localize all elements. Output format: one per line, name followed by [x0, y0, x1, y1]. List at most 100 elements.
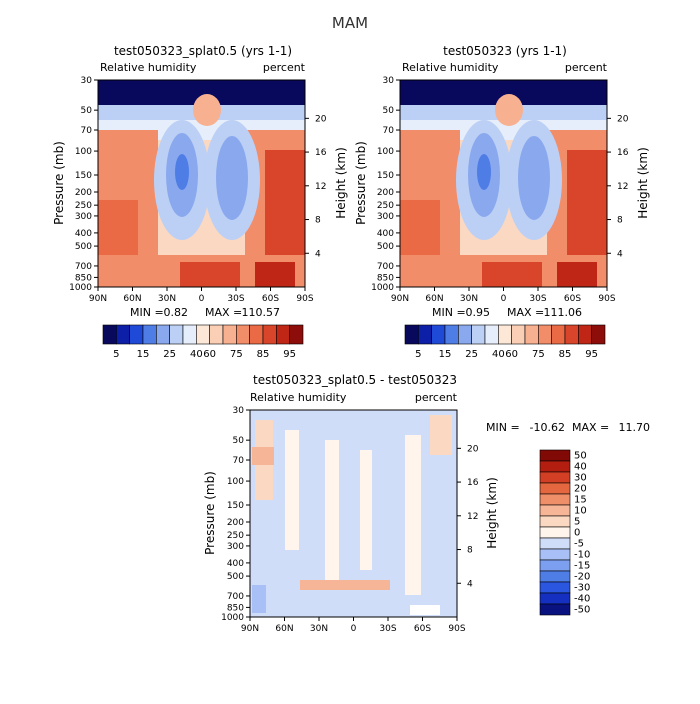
- panel-1-xtick-label: 30S: [227, 294, 244, 304]
- panel-3-subtitle-right: percent: [415, 391, 458, 404]
- panel-2-colorbar-label: 15: [439, 349, 452, 360]
- panel-2-colorbar-swatch: [404, 324, 419, 345]
- panel-2-colorbar-swatch: [564, 324, 579, 345]
- panel-1-ytick-label: 200: [75, 188, 92, 198]
- panel-3-min-value: -10.62: [530, 421, 565, 434]
- panel-1-xtick-label: 30N: [158, 294, 176, 304]
- panel-3-ytick-label: 150: [227, 501, 244, 511]
- panel-2-ylabel: Pressure (mb): [354, 141, 368, 225]
- panel-1-ylabel: Pressure (mb): [52, 141, 66, 225]
- panel-3-colorbar-label: 30: [574, 473, 587, 484]
- panel-1-field: [98, 80, 305, 287]
- panel-3-ytick-label: 1000: [221, 613, 244, 623]
- panel-2-colorbar-swatch: [444, 324, 459, 345]
- panel-1-colorbar-swatch: [129, 324, 144, 345]
- panel-2-ytick-label: 700: [377, 262, 394, 272]
- panel-3-colorbar-swatch: [539, 504, 571, 517]
- panel-3-ytick-label: 700: [227, 592, 244, 602]
- panel-1-min-value: 0.82: [164, 306, 189, 319]
- panel-3-colorbar-label: -15: [574, 561, 590, 572]
- panel-2-colorbar-swatch: [431, 324, 446, 345]
- panel-2-colorbar-swatch: [498, 324, 512, 345]
- panel-3-ytick-label: 70: [233, 456, 245, 466]
- panel-2-ylabel-right: Height (km): [636, 147, 650, 218]
- panel-3-ytick-right-label: 8: [467, 546, 473, 556]
- panel-1-ytick-label: 100: [75, 147, 92, 157]
- panel-2-colorbar-swatch: [591, 324, 606, 345]
- panel-1-ytick-right-label: 8: [315, 216, 321, 226]
- panel-3-ytick-label: 200: [227, 518, 244, 528]
- panel-3-ytick-label: 400: [227, 559, 244, 569]
- panel-3-colorbar-swatch: [539, 548, 571, 561]
- panel-3-colorbar-swatch: [539, 471, 571, 484]
- panel-2-colorbar-label: 25: [465, 349, 478, 360]
- page-title: MAM: [332, 14, 368, 32]
- panel-3-colorbar-label: -50: [574, 605, 590, 616]
- panel-1-max-label: MAX =: [205, 306, 242, 319]
- panel-2-ytick-label: 400: [377, 229, 394, 239]
- panel-2-xtick-label: 90N: [391, 294, 409, 304]
- panel-2-title: test050323 (yrs 1-1): [443, 44, 567, 58]
- panel-3-colorbar-label: -30: [574, 583, 590, 594]
- panel-3-colorbar-label: 0: [574, 528, 580, 539]
- panel-1-colorbar-label: 60: [203, 349, 216, 360]
- panel-3-colorbar-label: -20: [574, 572, 590, 583]
- panel-1-colorbar-label: 40: [190, 349, 203, 360]
- panel-1-colorbar-swatch: [102, 324, 117, 345]
- panel-2-max-label: MAX =: [507, 306, 544, 319]
- panel-2: test050323 (yrs 1-1) Relative humidity p…: [354, 44, 650, 360]
- panel-1-colorbar-swatch: [156, 324, 170, 345]
- panel-1: test050323_splat0.5 (yrs 1-1) Relative h…: [52, 44, 348, 360]
- panel-3-colorbar-label: -5: [574, 539, 584, 550]
- panel-1-colorbar-swatch: [182, 324, 197, 345]
- panel-3-colorbar-swatch: [539, 559, 571, 572]
- panel-2-ytick-label: 850: [377, 273, 394, 283]
- panel-3-colorbar-label: 50: [574, 451, 587, 462]
- panel-1-colorbar-swatch: [276, 324, 290, 345]
- panel-3-colorbar-swatch: [539, 515, 571, 528]
- panel-1-ytick-label: 150: [75, 171, 92, 181]
- panel-1-colorbar-swatch: [262, 324, 277, 345]
- panel-1-xtick-label: 60S: [262, 294, 279, 304]
- panel-1-colorbar-label: 5: [113, 349, 119, 360]
- panel-2-ytick-label: 300: [377, 212, 394, 222]
- panel-1-ylabel-right: Height (km): [334, 147, 348, 218]
- panel-1-ytick-label: 300: [75, 212, 92, 222]
- panel-2-subtitle-left: Relative humidity: [402, 61, 499, 74]
- panel-2-ytick-right-label: 8: [617, 216, 623, 226]
- panel-1-ytick-label: 30: [81, 76, 93, 86]
- panel-2-xtick-label: 30S: [529, 294, 546, 304]
- panel-3-max-label: MAX =: [572, 421, 609, 434]
- panel-2-colorbar-swatch: [524, 324, 539, 345]
- panel-3-xtick-label: 30N: [310, 624, 328, 634]
- panel-2-colorbar-swatch: [418, 324, 432, 345]
- panel-1-colorbar-swatch: [169, 324, 184, 345]
- panel-2-colorbar-swatch: [538, 324, 552, 345]
- panel-1-colorbar-label: 15: [137, 349, 150, 360]
- panel-2-ytick-label: 500: [377, 242, 394, 252]
- panel-3-ytick-right-label: 12: [467, 512, 478, 522]
- panel-1-ytick-label: 70: [81, 126, 93, 136]
- panel-2-ytick-label: 70: [383, 126, 395, 136]
- panel-3-xtick-label: 60N: [275, 624, 293, 634]
- panel-1-colorbar-label: 75: [230, 349, 243, 360]
- panel-3: test050323_splat0.5 - test050323 Relativ…: [203, 373, 650, 634]
- panel-3-colorbar-swatch: [539, 570, 571, 583]
- panel-2-ytick-label: 100: [377, 147, 394, 157]
- panel-3-colorbar-swatch: [539, 581, 571, 594]
- panel-3-ytick-right-label: 20: [467, 444, 479, 454]
- panel-3-ylabel-right: Height (km): [485, 477, 499, 548]
- panel-3-colorbar-label: -40: [574, 594, 590, 605]
- panel-2-xtick-label: 60N: [425, 294, 443, 304]
- panel-1-xtick-label: 0: [199, 294, 205, 304]
- panel-2-colorbar-label: 95: [585, 349, 598, 360]
- panel-3-subtitle-left: Relative humidity: [250, 391, 347, 404]
- panel-3-colorbar-label: 40: [574, 462, 587, 473]
- panel-1-ytick-label: 1000: [69, 283, 92, 293]
- panel-3-xtick-label: 0: [351, 624, 357, 634]
- panel-1-colorbar-swatch: [142, 324, 157, 345]
- panel-3-ytick-right-label: 4: [467, 579, 473, 589]
- panel-2-min-label: MIN =: [432, 306, 466, 319]
- panel-2-colorbar-label: 5: [415, 349, 421, 360]
